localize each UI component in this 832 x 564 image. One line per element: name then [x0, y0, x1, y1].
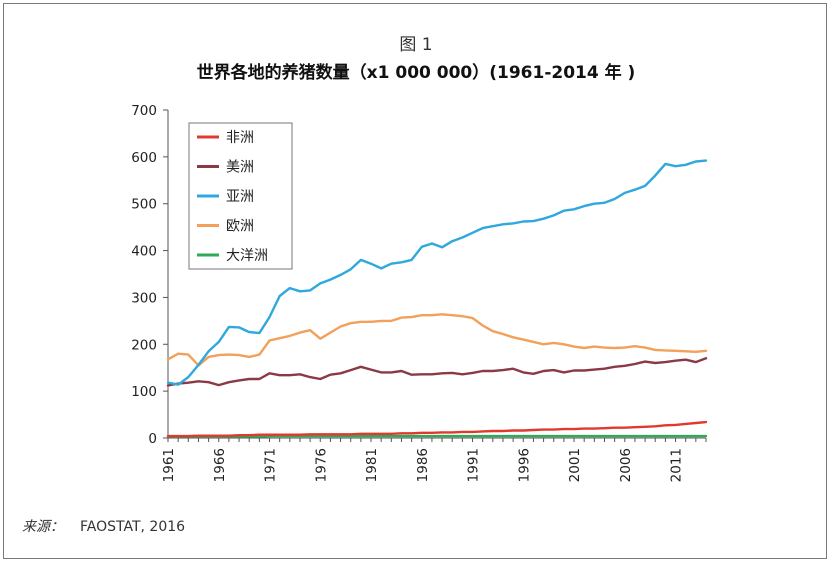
series-lines	[166, 159, 708, 438]
x-tick-label: 1976	[313, 448, 329, 482]
y-tick-label: 300	[131, 290, 157, 306]
y-tick-label: 0	[148, 431, 157, 447]
figure-label: 图 1	[399, 35, 433, 55]
x-tick-label: 2011	[669, 448, 685, 482]
series-line-0	[166, 420, 708, 438]
legend-label: 亚洲	[226, 189, 254, 205]
series-line-3	[166, 313, 708, 367]
y-axis-ticks: 0 100 200 300 400 500 600 700	[131, 103, 168, 447]
x-tick-label: 1986	[415, 448, 431, 482]
x-tick-label: 1971	[263, 448, 279, 482]
legend-label: 美洲	[226, 160, 254, 176]
legend-label: 欧洲	[226, 219, 254, 235]
y-tick-label: 100	[131, 384, 157, 400]
figure-frame	[3, 3, 827, 559]
series-line-4	[166, 434, 708, 438]
series-line-2	[166, 159, 708, 386]
x-tick-label: 2001	[567, 448, 583, 482]
y-tick-label: 400	[131, 244, 157, 260]
x-tick-label: 2006	[618, 448, 634, 482]
x-tick-label: 1966	[212, 448, 228, 482]
source-label: 来源：	[22, 519, 64, 535]
legend-label: 非洲	[226, 130, 254, 146]
legend-label: 大洋洲	[226, 248, 268, 264]
source-value: FAOSTAT, 2016	[80, 519, 186, 535]
x-tick-label: 1981	[364, 448, 380, 482]
x-tick-label: 1996	[516, 448, 532, 482]
series-line-1	[166, 357, 708, 387]
y-tick-label: 600	[131, 150, 157, 166]
source-note: 来源： FAOSTAT, 2016	[22, 516, 185, 536]
x-axis-ticks: 1961 1966 1971 1976 1981 1986 1991 1996 2001 2006…	[161, 438, 707, 482]
x-tick-label: 1961	[161, 448, 177, 482]
chart-title: 世界各地的养猪数量（x1 000 000）(1961-2014 年 )	[196, 63, 636, 83]
x-tick-label: 1991	[466, 448, 482, 482]
y-tick-label: 200	[131, 337, 157, 353]
y-tick-label: 700	[131, 103, 157, 119]
y-tick-label: 500	[131, 197, 157, 213]
